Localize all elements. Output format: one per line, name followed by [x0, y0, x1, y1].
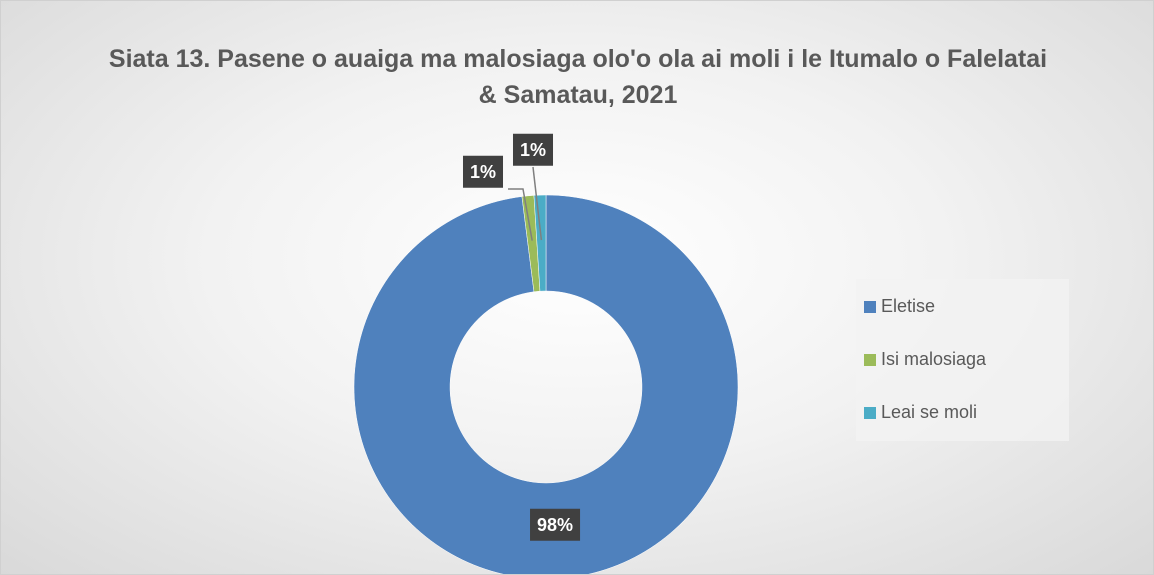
legend-label: Leai se moli	[881, 402, 977, 422]
legend-swatch	[864, 301, 876, 313]
donut-slice	[353, 194, 739, 574]
legend-swatch	[864, 407, 876, 419]
data-label-text: 98%	[537, 515, 573, 535]
data-label-text: 1%	[470, 162, 496, 182]
data-label-box	[462, 155, 504, 188]
data-label: 1%	[512, 133, 554, 166]
legend-label: Eletise	[881, 296, 935, 316]
data-label-box	[530, 508, 581, 541]
data-label: 1%	[462, 155, 504, 188]
legend-swatch	[864, 354, 876, 366]
data-label-box	[512, 133, 554, 166]
chart-title: Siata 13. Pasene o auaiga ma malosiaga o…	[108, 45, 1048, 109]
donut-slice	[533, 194, 547, 292]
legend-box	[856, 279, 1069, 441]
data-label: 98%	[530, 508, 581, 541]
leader-line	[508, 188, 533, 241]
leader-line	[532, 166, 543, 241]
legend-label: Isi malosiaga	[881, 349, 987, 369]
data-label-text: 1%	[520, 140, 546, 160]
